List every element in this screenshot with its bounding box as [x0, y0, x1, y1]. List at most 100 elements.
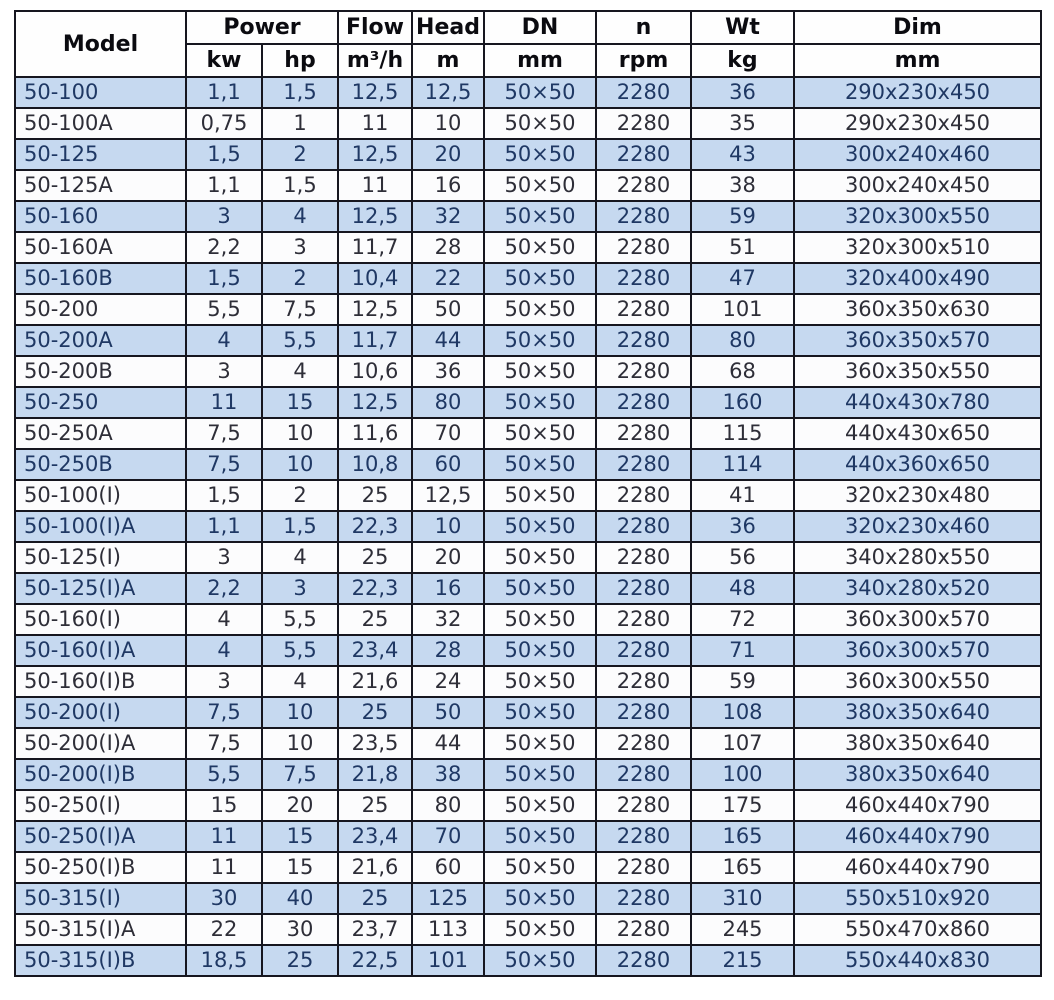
table-cell: 460x440x790: [793, 820, 1042, 853]
table-cell: 380x350x640: [793, 696, 1042, 729]
table-row: 50-250A 7,5 10 11,6 70 50×50 2280 115 440x430x65…: [14, 417, 1042, 450]
table-cell: 10,4: [337, 262, 413, 295]
table-cell: 2280: [595, 262, 692, 295]
table-cell: 440x430x650: [793, 417, 1042, 450]
table-cell: 59: [690, 665, 795, 698]
table-cell: 15: [261, 820, 339, 853]
table-cell: 25: [337, 603, 413, 636]
table-cell: 2280: [595, 882, 692, 915]
table-cell: 50×50: [483, 603, 597, 636]
table-row: 50-125(I)A 2,2 3 22,3 16 50×50 2280 48 340x280x5…: [14, 572, 1042, 605]
table-row: 50-315(I) 30 40 25 125 50×50 2280 310 550x510x92…: [14, 882, 1042, 915]
table-cell: 101: [690, 293, 795, 326]
table-cell: 20: [411, 138, 485, 171]
table-cell: 2280: [595, 200, 692, 233]
table-cell: 4: [261, 665, 339, 698]
column-header-model: Model: [14, 10, 187, 78]
table-cell: 50×50: [483, 634, 597, 667]
table-row: 50-100(I) 1,5 2 25 12,5 50×50 2280 41 320x230x48…: [14, 479, 1042, 512]
table-cell: 25: [337, 789, 413, 822]
page: Model Power Flow Head DN n Wt Dim kw hp …: [14, 10, 1042, 977]
table-cell: 11: [337, 107, 413, 140]
table-cell: 245: [690, 913, 795, 946]
table-cell: 12,5: [337, 200, 413, 233]
table-cell: 11: [185, 386, 263, 419]
table-cell: 7,5: [185, 417, 263, 450]
model-cell: 50-315(I): [14, 882, 187, 915]
table-cell: 320x230x480: [793, 479, 1042, 512]
table-cell: 50×50: [483, 417, 597, 450]
table-cell: 2280: [595, 820, 692, 853]
table-cell: 2280: [595, 696, 692, 729]
table-cell: 50: [411, 696, 485, 729]
table-cell: 50×50: [483, 169, 597, 202]
table-cell: 50×50: [483, 448, 597, 481]
table-cell: 30: [261, 913, 339, 946]
table-cell: 3: [185, 665, 263, 698]
model-cell: 50-250A: [14, 417, 187, 450]
table-cell: 15: [185, 789, 263, 822]
table-cell: 3: [261, 231, 339, 264]
table-cell: 7,5: [185, 448, 263, 481]
table-cell: 36: [411, 355, 485, 388]
model-cell: 50-125: [14, 138, 187, 171]
unit-header-wt: kg: [690, 43, 795, 78]
table-cell: 2280: [595, 386, 692, 419]
model-cell: 50-315(I)A: [14, 913, 187, 946]
table-cell: 50×50: [483, 479, 597, 512]
table-cell: 2: [261, 479, 339, 512]
table-cell: 50×50: [483, 355, 597, 388]
table-cell: 59: [690, 200, 795, 233]
table-cell: 41: [690, 479, 795, 512]
table-cell: 50×50: [483, 820, 597, 853]
table-cell: 25: [337, 882, 413, 915]
table-cell: 43: [690, 138, 795, 171]
table-cell: 20: [411, 541, 485, 574]
table-cell: 114: [690, 448, 795, 481]
table-cell: 2280: [595, 231, 692, 264]
model-cell: 50-160(I)B: [14, 665, 187, 698]
table-cell: 50×50: [483, 882, 597, 915]
model-cell: 50-250(I)A: [14, 820, 187, 853]
table-cell: 10: [411, 107, 485, 140]
table-cell: 36: [690, 76, 795, 109]
table-cell: 16: [411, 572, 485, 605]
table-cell: 2280: [595, 138, 692, 171]
pump-spec-table: Model Power Flow Head DN n Wt Dim kw hp …: [14, 10, 1042, 977]
table-cell: 2,2: [185, 231, 263, 264]
table-cell: 70: [411, 417, 485, 450]
table-cell: 11,6: [337, 417, 413, 450]
table-cell: 48: [690, 572, 795, 605]
table-cell: 125: [411, 882, 485, 915]
table-cell: 12,5: [337, 293, 413, 326]
table-row: 50-200(I)B 5,5 7,5 21,8 38 50×50 2280 100 380x35…: [14, 758, 1042, 791]
table-cell: 22,3: [337, 572, 413, 605]
table-row: 50-250(I)B 11 15 21,6 60 50×50 2280 165 460x440x…: [14, 851, 1042, 884]
table-cell: 2280: [595, 417, 692, 450]
unit-header-hp: hp: [261, 43, 339, 78]
table-cell: 22,5: [337, 944, 413, 977]
unit-header-flow: m³/h: [337, 43, 413, 78]
table-row: 50-125A 1,1 1,5 11 16 50×50 2280 38 300x240x450: [14, 169, 1042, 202]
model-cell: 50-100A: [14, 107, 187, 140]
table-cell: 11: [185, 820, 263, 853]
table-cell: 4: [261, 200, 339, 233]
table-cell: 4: [185, 324, 263, 357]
table-cell: 28: [411, 231, 485, 264]
table-cell: 113: [411, 913, 485, 946]
table-cell: 36: [690, 510, 795, 543]
table-cell: 50×50: [483, 200, 597, 233]
column-header-n: n: [595, 10, 692, 45]
table-cell: 23,7: [337, 913, 413, 946]
model-cell: 50-250(I)B: [14, 851, 187, 884]
table-cell: 108: [690, 696, 795, 729]
table-cell: 2280: [595, 479, 692, 512]
table-cell: 50×50: [483, 758, 597, 791]
model-cell: 50-160(I): [14, 603, 187, 636]
table-cell: 2280: [595, 510, 692, 543]
table-cell: 320x230x460: [793, 510, 1042, 543]
table-cell: 20: [261, 789, 339, 822]
table-cell: 2280: [595, 572, 692, 605]
table-cell: 32: [411, 603, 485, 636]
table-cell: 12,5: [411, 479, 485, 512]
